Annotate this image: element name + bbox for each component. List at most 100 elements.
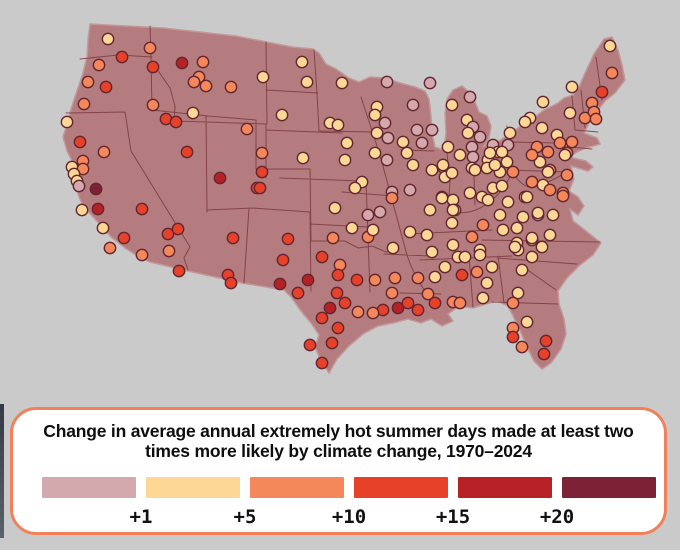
station-dot <box>368 108 382 122</box>
station-dot <box>539 334 553 348</box>
station-dot <box>295 55 309 69</box>
station-dot <box>380 75 394 89</box>
station-dot <box>380 153 394 167</box>
station-dot <box>473 248 487 262</box>
station-dot <box>406 158 420 172</box>
station-dots <box>60 32 619 370</box>
legend-swatch-4 <box>354 477 448 498</box>
station-dot <box>72 179 86 193</box>
station-dot <box>385 286 399 300</box>
station-dot <box>565 80 579 94</box>
station-dot <box>508 240 522 254</box>
station-dot <box>520 315 534 329</box>
station-dot <box>428 296 442 310</box>
station-dot <box>291 286 305 300</box>
station-dot <box>525 231 539 245</box>
station-dot <box>516 210 530 224</box>
station-dot <box>171 222 185 236</box>
station-dot <box>338 153 352 167</box>
station-dot <box>481 193 495 207</box>
station-dot <box>401 296 415 310</box>
station-dot <box>546 208 560 222</box>
station-dot <box>531 206 545 220</box>
station-dot <box>501 195 515 209</box>
station-dot <box>253 181 267 195</box>
station-dot <box>493 208 507 222</box>
station-dot <box>143 41 157 55</box>
station-dot <box>533 155 547 169</box>
station-dot <box>537 347 551 361</box>
station-dot <box>370 126 384 140</box>
station-dot <box>281 232 295 246</box>
station-dot <box>425 123 439 137</box>
station-dot <box>406 98 420 112</box>
left-edge-fragment <box>0 404 4 538</box>
station-dot <box>515 263 529 277</box>
station-dot <box>199 79 213 93</box>
station-dot <box>135 202 149 216</box>
station-dot <box>396 135 410 149</box>
legend-swatch-5 <box>458 477 552 498</box>
station-dot <box>558 148 572 162</box>
station-dot <box>162 244 176 258</box>
station-dot <box>186 106 200 120</box>
station-dot <box>256 70 270 84</box>
station-dot <box>415 136 429 150</box>
chart-title-line2: least two times more likely by climate c… <box>145 421 634 461</box>
station-dot <box>445 166 459 180</box>
station-dot <box>326 231 340 245</box>
station-dot <box>476 291 490 305</box>
station-dot <box>411 271 425 285</box>
station-dot <box>89 182 103 196</box>
station-dot <box>400 146 414 160</box>
station-dot <box>135 248 149 262</box>
station-dot <box>455 268 469 282</box>
station-dot <box>553 136 567 150</box>
station-dot <box>435 191 449 205</box>
station-dot <box>476 218 490 232</box>
station-dot <box>97 145 111 159</box>
station-dot <box>589 112 603 126</box>
station-dot <box>411 303 425 317</box>
station-dot <box>340 136 354 150</box>
station-dot <box>146 98 160 112</box>
station-dot <box>473 130 487 144</box>
station-dot <box>495 179 509 193</box>
legend-swatch-1 <box>42 477 136 498</box>
station-dot <box>410 123 424 137</box>
station-dot <box>368 273 382 287</box>
station-dot <box>463 90 477 104</box>
station-dot <box>525 148 539 162</box>
station-dot <box>378 116 392 130</box>
station-dot <box>446 238 460 252</box>
station-dot <box>506 296 520 310</box>
station-dot <box>146 60 160 74</box>
station-dot <box>303 338 317 352</box>
station-dot <box>172 264 186 278</box>
station-dot <box>338 296 352 310</box>
station-dot <box>81 75 95 89</box>
station-dot <box>351 305 365 319</box>
station-dot <box>428 270 442 284</box>
station-dot <box>366 223 380 237</box>
station-dot <box>525 175 539 189</box>
station-dot <box>180 145 194 159</box>
station-dot <box>461 126 475 140</box>
station-dot <box>488 158 502 172</box>
station-dot <box>506 330 520 344</box>
station-dot <box>91 202 105 216</box>
station-dot <box>391 301 405 315</box>
legend-swatch-2 <box>146 477 240 498</box>
station-dot <box>345 221 359 235</box>
station-dot <box>117 231 131 245</box>
station-dot <box>115 50 129 64</box>
station-dot <box>485 260 499 274</box>
station-dot <box>438 260 452 274</box>
station-dot <box>563 106 577 120</box>
station-dot <box>441 140 455 154</box>
station-dot <box>445 216 459 230</box>
station-dot <box>541 165 555 179</box>
station-dot <box>328 201 342 215</box>
